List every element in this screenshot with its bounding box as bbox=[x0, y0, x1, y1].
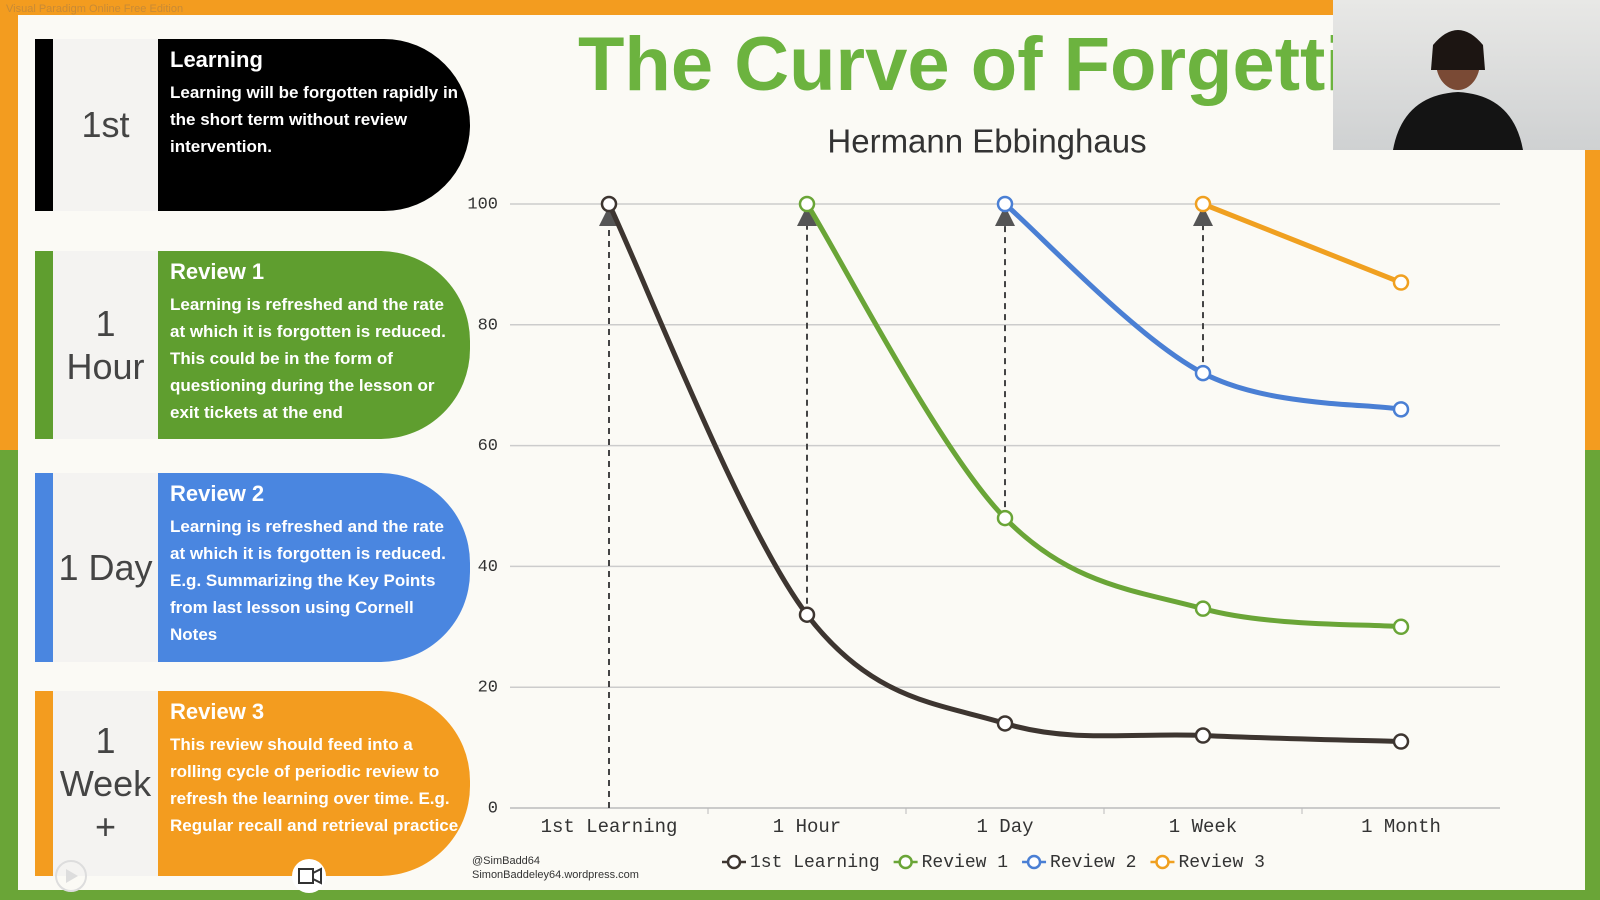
card-label: 1 Day bbox=[53, 473, 158, 662]
data-point bbox=[1194, 727, 1212, 744]
x-tick-label: 1st Learning bbox=[541, 816, 678, 838]
legend-label: Review 2 bbox=[1050, 853, 1136, 873]
card-text: Learning will be forgotten rapidly in th… bbox=[170, 83, 459, 156]
y-tick-label: 0 bbox=[488, 799, 498, 818]
legend-label: 1st Learning bbox=[750, 853, 880, 873]
series-line bbox=[606, 202, 1402, 745]
x-tick-label: 1 Hour bbox=[773, 816, 841, 838]
card-heading: Review 2 bbox=[170, 481, 265, 506]
y-tick-label: 80 bbox=[478, 316, 498, 335]
y-tick-label: 60 bbox=[478, 437, 498, 456]
data-point bbox=[798, 195, 816, 213]
x-tick-label: 1 Week bbox=[1169, 816, 1237, 838]
card-label: 1st bbox=[53, 39, 158, 211]
legend-marker bbox=[898, 854, 913, 870]
card-text: Learning is refreshed and the rate at wh… bbox=[170, 517, 446, 644]
watermark: Visual Paradigm Online Free Edition bbox=[6, 3, 184, 15]
card-heading: Review 1 bbox=[170, 259, 265, 284]
card-text: Learning is refreshed and the rate at wh… bbox=[170, 295, 446, 422]
x-tick-label: 1 Month bbox=[1361, 816, 1441, 838]
webcam-person bbox=[1393, 30, 1523, 150]
webcam bbox=[1333, 0, 1600, 150]
legend-marker bbox=[1155, 854, 1170, 870]
data-point bbox=[798, 606, 816, 623]
card-heading: Learning bbox=[170, 47, 263, 72]
chart-subtitle: Hermann Ebbinghaus bbox=[827, 123, 1146, 160]
data-point bbox=[996, 509, 1014, 527]
data-point bbox=[1194, 600, 1212, 617]
data-point bbox=[1194, 195, 1212, 213]
data-point bbox=[1392, 401, 1410, 418]
card: 1 Hour Review 1 Learning is refreshed and … bbox=[35, 251, 470, 439]
card-text: This review should feed into a rolling c… bbox=[170, 735, 459, 835]
legend-label: Review 1 bbox=[922, 853, 1008, 873]
chart-title: The Curve of Forgetting bbox=[578, 22, 1439, 107]
series-line bbox=[1202, 201, 1402, 285]
card-label: 1 Week + bbox=[53, 691, 158, 876]
data-point bbox=[1194, 364, 1212, 382]
y-tick-label: 20 bbox=[478, 679, 498, 698]
series-line bbox=[804, 202, 1402, 630]
legend-marker bbox=[1026, 854, 1042, 870]
credit: SimonBaddeley64.wordpress.com bbox=[472, 869, 639, 881]
y-tick-label: 100 bbox=[467, 195, 498, 214]
data-point bbox=[1392, 733, 1410, 750]
data-point bbox=[996, 195, 1014, 213]
card: 1 Day Review 2 Learning is refreshed and t… bbox=[35, 473, 470, 662]
y-tick-label: 40 bbox=[478, 558, 498, 577]
legend-marker bbox=[726, 854, 742, 870]
card: 1st Learning Learning will be forgotten ra… bbox=[35, 39, 470, 211]
data-point bbox=[600, 195, 618, 213]
data-point bbox=[1392, 618, 1410, 636]
card: 1 Week + Review 3 This review should feed … bbox=[35, 691, 470, 876]
card-heading: Review 3 bbox=[170, 699, 265, 724]
data-point bbox=[996, 715, 1014, 732]
card-label: 1 Hour bbox=[53, 251, 158, 439]
legend-label: Review 3 bbox=[1178, 853, 1264, 873]
credit: @SimBadd64 bbox=[472, 855, 540, 867]
x-tick-label: 1 Day bbox=[976, 816, 1033, 838]
data-point bbox=[1392, 274, 1410, 291]
